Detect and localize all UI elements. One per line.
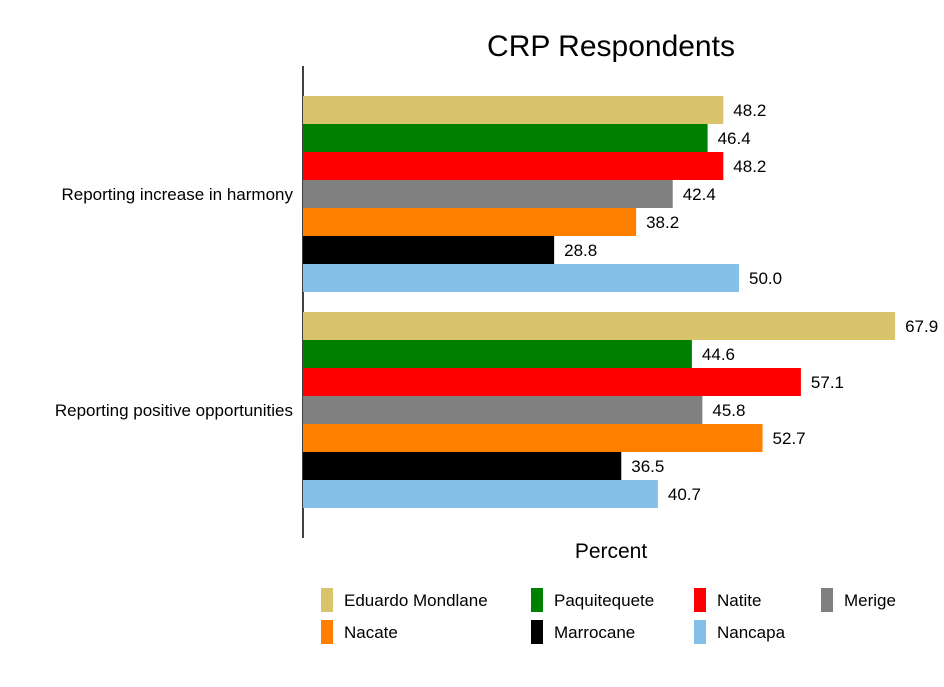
legend-swatch	[821, 588, 833, 612]
x-axis-label: Percent	[575, 540, 648, 563]
category-labels: Reporting increase in harmony Reporting p…	[55, 185, 294, 420]
bar	[303, 208, 637, 236]
legend-label: Eduardo Mondlane	[344, 591, 488, 610]
bars-layer: 48.2 46.4 48.2 42.438.2 28.8 50.0 67.9 44.6 57.1…	[303, 96, 938, 508]
bar	[303, 124, 708, 152]
chart-title: CRP Respondents	[487, 30, 735, 63]
data-label: 38.2	[646, 213, 679, 232]
bar	[303, 152, 724, 180]
data-label: 46.4	[718, 129, 751, 148]
legend: Eduardo Mondlane Paquitequete Natite Merige…	[321, 588, 896, 644]
bar	[303, 452, 622, 480]
legend-label: Merige	[844, 591, 896, 610]
data-label: 48.2	[733, 101, 766, 120]
bar	[303, 180, 673, 208]
legend-label: Natite	[717, 591, 761, 610]
legend-swatch	[321, 588, 333, 612]
bar	[303, 396, 703, 424]
legend-swatch	[531, 620, 543, 644]
legend-label: Nacate	[344, 623, 398, 642]
data-label: 48.2	[733, 157, 766, 176]
legend-swatch	[694, 588, 706, 612]
category-label: Reporting positive opportunities	[55, 401, 293, 420]
bar	[303, 312, 896, 340]
data-label: 52.7	[773, 429, 806, 448]
data-label: 50.0	[749, 269, 782, 288]
data-label: 42.4	[683, 185, 716, 204]
legend-label: Nancapa	[717, 623, 786, 642]
legend-swatch	[321, 620, 333, 644]
bar	[303, 480, 658, 508]
legend-swatch	[531, 588, 543, 612]
bar	[303, 340, 692, 368]
legend-label: Marrocane	[554, 623, 635, 642]
data-label: 40.7	[668, 485, 701, 504]
category-label: Reporting increase in harmony	[61, 185, 293, 204]
legend-swatch	[694, 620, 706, 644]
data-label: 28.8	[564, 241, 597, 260]
data-label: 44.6	[702, 345, 735, 364]
data-label: 67.9	[905, 317, 938, 336]
data-label: 57.1	[811, 373, 844, 392]
bar	[303, 424, 763, 452]
bar	[303, 368, 801, 396]
legend-label: Paquitequete	[554, 591, 654, 610]
data-label: 36.5	[631, 457, 664, 476]
bar	[303, 236, 555, 264]
bar	[303, 264, 739, 292]
bar	[303, 96, 724, 124]
data-label: 45.8	[712, 401, 745, 420]
